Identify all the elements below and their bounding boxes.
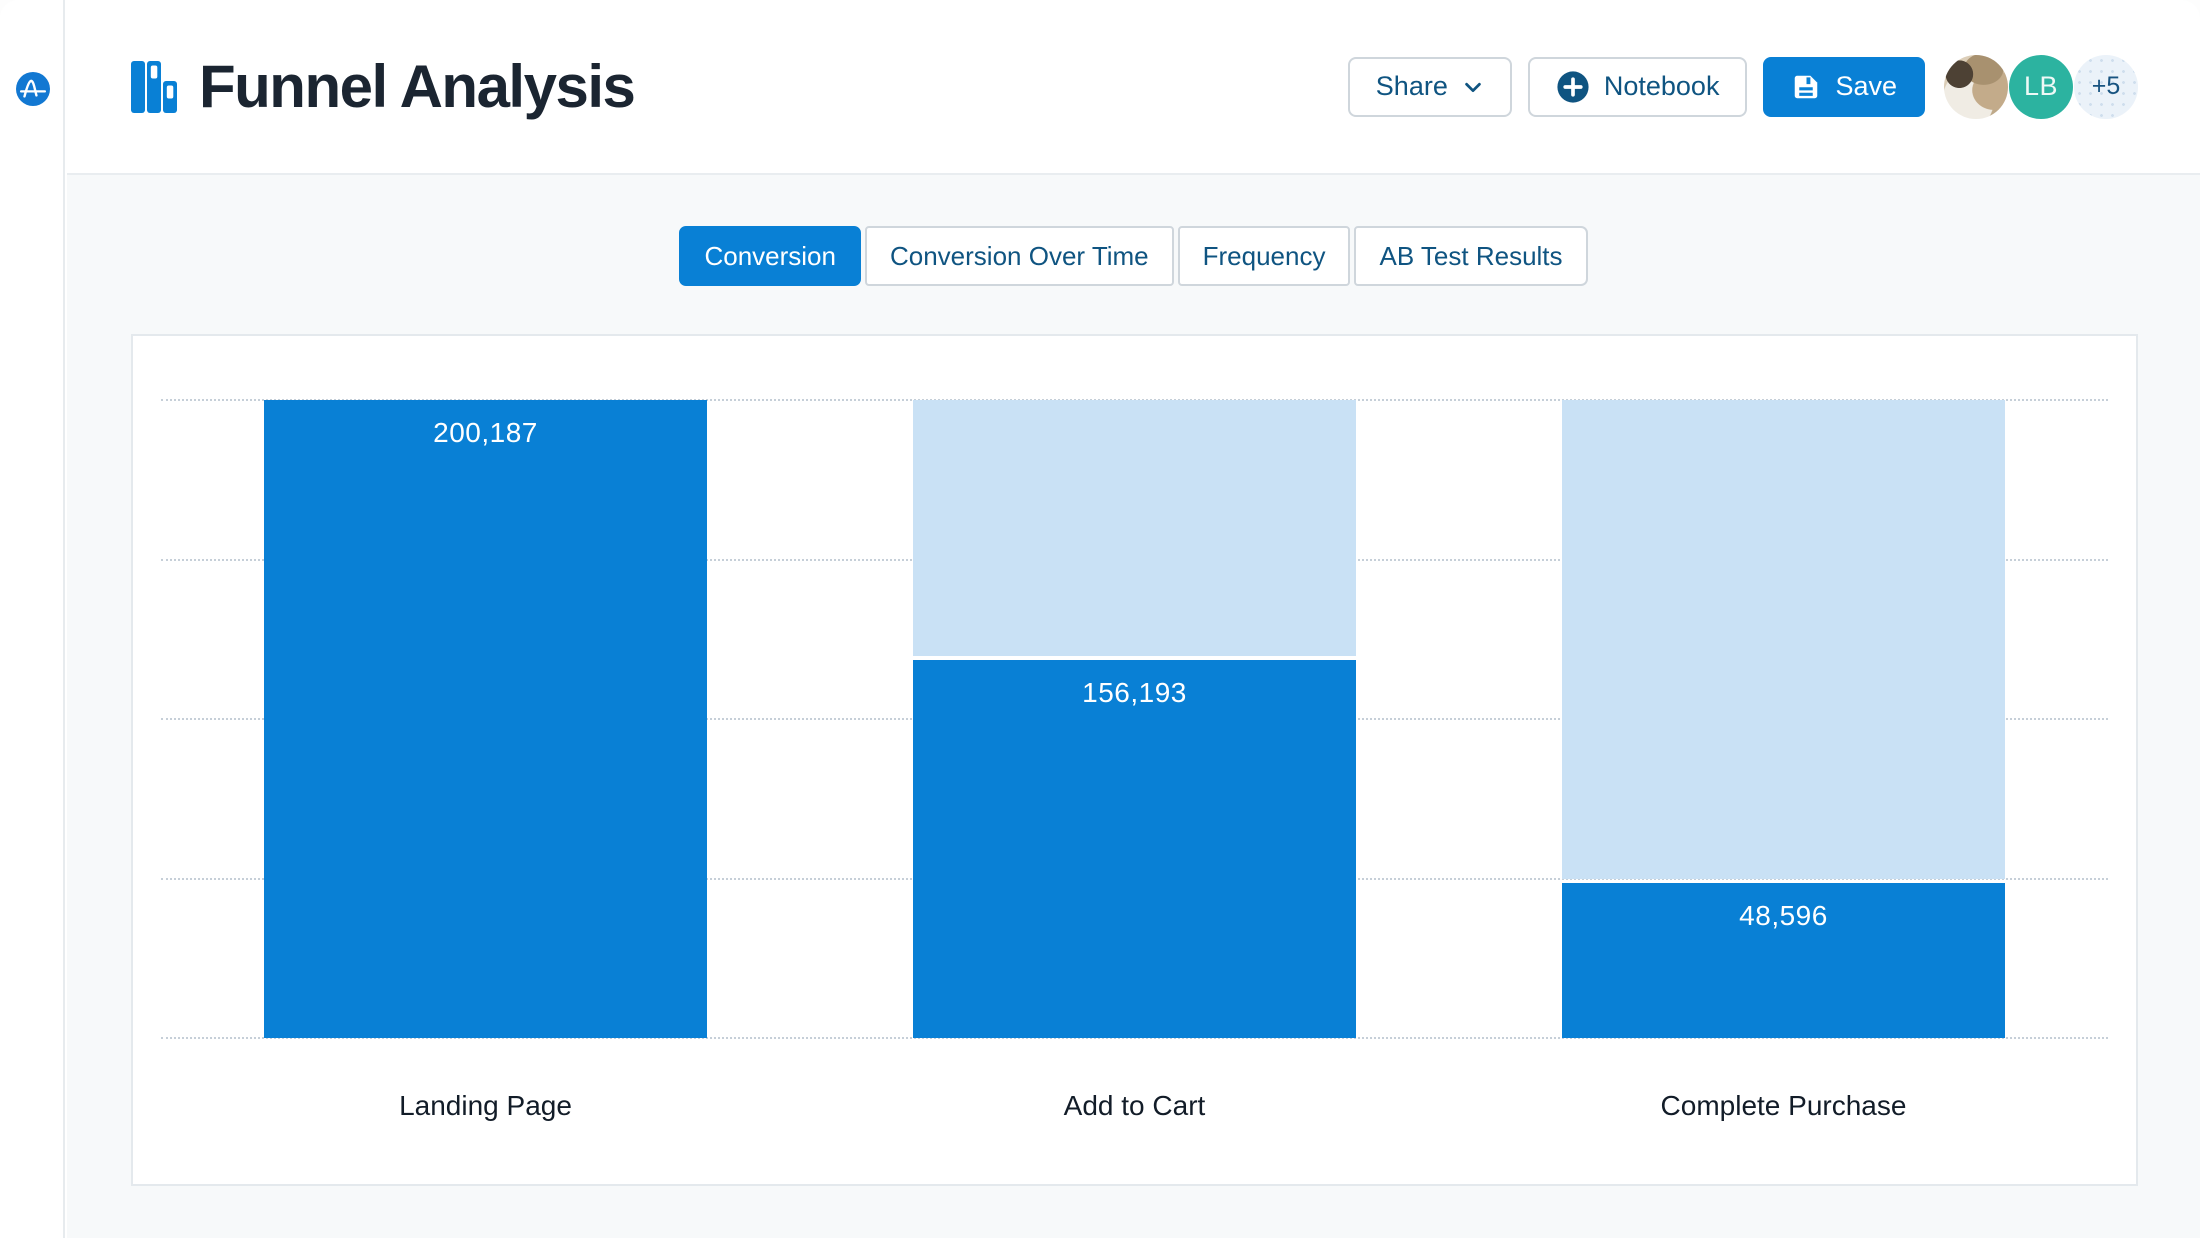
user-initials-avatar[interactable]: LB	[2009, 54, 2073, 119]
tab-bar: Conversion Conversion Over Time Frequenc…	[67, 226, 2200, 286]
header: Funnel Analysis Share Notebook	[67, 0, 2200, 175]
bar-value-label: 48,596	[1739, 899, 1828, 931]
save-button[interactable]: Save	[1763, 56, 1925, 117]
funnel-column: 200,187	[161, 400, 810, 1038]
chart-panel: 200,187 156,193 48,596 Landing Page Add to …	[131, 334, 2138, 1186]
funnel-chart-icon	[131, 60, 177, 113]
amplitude-logo-icon[interactable]	[16, 72, 50, 106]
funnel-bar-remainder	[912, 400, 1357, 656]
avatar-overflow-count[interactable]: +5	[2074, 54, 2138, 119]
x-axis-label: Complete Purchase	[1660, 1090, 1907, 1121]
share-button[interactable]: Share	[1347, 56, 1512, 117]
notebook-button[interactable]: Notebook	[1527, 56, 1748, 117]
funnel-columns: 200,187 156,193 48,596	[161, 400, 2108, 1038]
gridline	[161, 1037, 2108, 1039]
funnel-column: 156,193	[810, 400, 1459, 1038]
funnel-bar[interactable]: 200,187	[263, 400, 708, 1038]
left-rail	[0, 0, 65, 1238]
funnel-column: 48,596	[1459, 400, 2108, 1038]
tab-ab-test-results[interactable]: AB Test Results	[1354, 226, 1588, 286]
floppy-disk-icon	[1795, 75, 1818, 98]
funnel-bar[interactable]: 156,193	[912, 660, 1357, 1038]
funnel-bar-remainder	[1561, 400, 2006, 879]
x-axis-labels: Landing Page Add to Cart Complete Purchase	[161, 1090, 2108, 1122]
bar-value-label: 200,187	[433, 417, 538, 448]
chevron-down-icon	[1465, 82, 1481, 92]
page-title[interactable]: Funnel Analysis	[199, 53, 636, 120]
user-photo-avatar[interactable]	[1944, 54, 2008, 119]
funnel-bar[interactable]: 48,596	[1561, 882, 2006, 1038]
tab-conversion-over-time[interactable]: Conversion Over Time	[864, 226, 1174, 286]
share-button-label: Share	[1375, 71, 1448, 101]
tab-frequency[interactable]: Frequency	[1177, 226, 1351, 286]
plus-circle-icon	[1557, 70, 1589, 103]
save-button-label: Save	[1835, 71, 1897, 101]
plot-area: 200,187 156,193 48,596	[161, 399, 2108, 1039]
main-area: Funnel Analysis Share Notebook	[67, 0, 2200, 1238]
x-axis-label: Landing Page	[399, 1090, 572, 1121]
avatar-group: LB +5	[1943, 54, 2138, 119]
tab-conversion[interactable]: Conversion	[679, 226, 861, 286]
header-actions: Share Notebook	[1347, 54, 2138, 119]
bar-value-label: 156,193	[1082, 677, 1187, 708]
notebook-button-label: Notebook	[1603, 71, 1720, 101]
x-axis-label: Add to Cart	[1063, 1090, 1206, 1121]
